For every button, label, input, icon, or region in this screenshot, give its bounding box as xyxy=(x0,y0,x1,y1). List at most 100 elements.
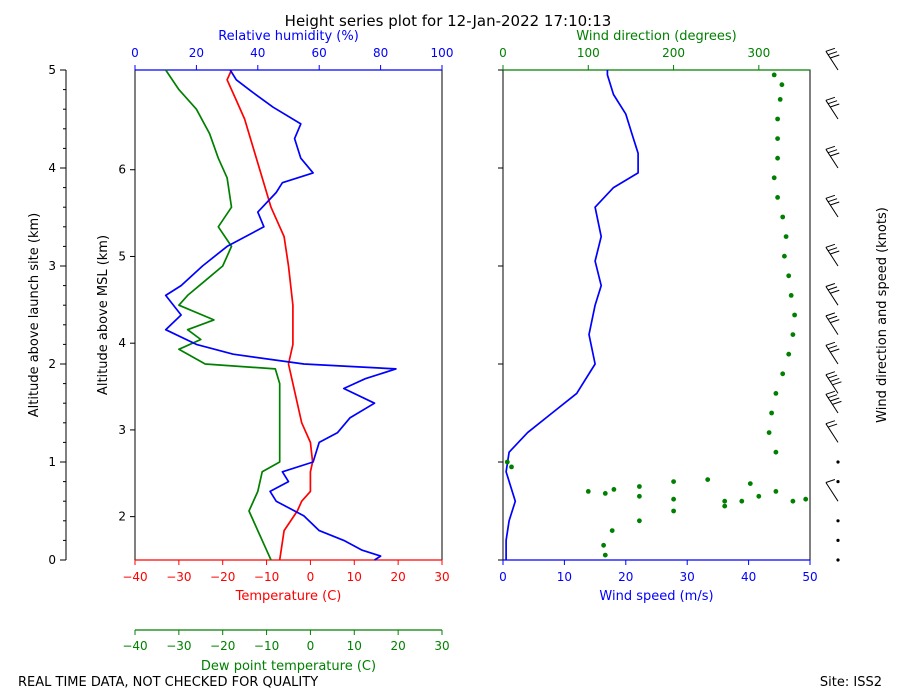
wind-barb-calm xyxy=(836,519,840,523)
wind-barb-flag xyxy=(825,420,836,425)
wind-barb-flag xyxy=(827,100,838,105)
altitude-launch-tick-label: 2 xyxy=(48,357,56,371)
wind-barb-shaft xyxy=(825,100,839,120)
wind-barb-flag xyxy=(825,390,836,395)
wind-direction-point xyxy=(722,503,728,509)
wind-barb-calm xyxy=(836,480,840,484)
wind-direction-point xyxy=(722,498,728,504)
wind-direction-point xyxy=(705,477,711,482)
wind-direction-point xyxy=(790,332,796,337)
wind-direction-point xyxy=(792,312,797,318)
wind-speed-axis-label: Wind speed (m/s) xyxy=(599,589,713,604)
wind-direction-point xyxy=(747,481,753,486)
wind-barb-flag xyxy=(827,423,838,428)
wind-direction-point xyxy=(504,459,510,465)
dewpoint-tick-label: 10 xyxy=(347,639,362,653)
temperature-line xyxy=(226,69,314,561)
wind-barb-shaft xyxy=(825,286,839,306)
temperature-tick-label: −40 xyxy=(122,570,147,584)
altitude-launch-tick-label: 4 xyxy=(48,161,56,175)
dewpoint-tick-label: 20 xyxy=(391,639,406,653)
wind-direction-axis-label: Wind direction (degrees) xyxy=(576,29,736,44)
wind-barb-flag xyxy=(832,400,842,405)
wind-barb-flag xyxy=(832,381,842,386)
wind-direction-point xyxy=(771,175,777,181)
wind-direction-point xyxy=(602,552,608,558)
wind-barb-shaft xyxy=(825,198,839,218)
wind-barb-flag xyxy=(827,345,838,350)
wind-direction-point xyxy=(766,430,772,435)
altitude-msl-axis-label: Altitude above MSL (km) xyxy=(96,235,111,395)
temperature-axis-label: Temperature (C) xyxy=(235,589,342,604)
wind-speed-tick-label: 10 xyxy=(557,570,572,584)
wind-speed-tick-label: 40 xyxy=(741,570,756,584)
wind-barb-flag xyxy=(830,289,840,294)
wind-plot-frame xyxy=(502,69,811,561)
wind-barb-shaft xyxy=(825,247,839,267)
wind-direction-point xyxy=(782,253,787,259)
wind-barb-flag xyxy=(825,47,836,52)
wind-barb-flag xyxy=(825,243,836,248)
wind-barb-flag xyxy=(827,286,838,291)
dewpoint-tick-label: −10 xyxy=(254,639,279,653)
temperature-tick-label: 10 xyxy=(347,570,362,584)
humidity-tick-label: 80 xyxy=(373,46,388,60)
barb-panel: Wind direction and speed (knots) xyxy=(825,47,890,562)
wind-direction-point xyxy=(602,491,608,496)
wind-barb-axis-label: Wind direction and speed (knots) xyxy=(875,207,890,423)
wind-barb-shaft xyxy=(825,423,839,443)
wind-speed-tick-label: 20 xyxy=(618,570,633,584)
wind-barb-calm xyxy=(836,558,840,562)
wind-barb-flag xyxy=(825,312,836,317)
wind-direction-point xyxy=(786,351,792,357)
wind-direction-point xyxy=(780,371,786,377)
footer-site-label: Site: ISS2 xyxy=(820,675,882,690)
wind-direction-point xyxy=(671,479,676,484)
wind-direction-point xyxy=(780,214,786,220)
wind-direction-tick-label: 100 xyxy=(577,46,600,60)
wind-direction-point xyxy=(775,116,780,122)
humidity-tick-label: 20 xyxy=(189,46,204,60)
humidity-tick-label: 40 xyxy=(250,46,265,60)
wind-speed-tick-label: 50 xyxy=(802,570,817,584)
temperature-tick-label: −30 xyxy=(166,570,191,584)
wind-barb-shaft xyxy=(825,51,839,71)
wind-direction-point xyxy=(585,489,591,494)
wind-direction-point xyxy=(611,487,617,492)
wind-barb-flag xyxy=(830,397,840,402)
wind-barb-flag xyxy=(825,479,836,483)
wind-direction-point xyxy=(777,97,783,102)
wind-direction-point xyxy=(775,136,780,142)
wind-barb-flag xyxy=(830,103,840,108)
wind-barb-shaft xyxy=(825,149,839,169)
humidity-tick-label: 0 xyxy=(131,46,139,60)
wind-direction-point xyxy=(769,410,774,416)
wind-direction-point xyxy=(609,528,615,533)
wind-direction-point xyxy=(509,464,514,470)
wind-barb-flag xyxy=(827,315,838,320)
humidity-line xyxy=(164,69,397,561)
wind-barb-shaft xyxy=(825,394,839,414)
wind-barb-flag xyxy=(830,54,840,59)
altitude-launch-tick-label: 3 xyxy=(48,259,56,273)
wind-speed-tick-label: 0 xyxy=(499,570,507,584)
humidity-tick-label: 100 xyxy=(431,46,454,60)
wind-direction-point xyxy=(775,155,780,161)
footer-quality-note: REAL TIME DATA, NOT CHECKED FOR QUALITY xyxy=(18,675,318,690)
wind-panel: 0 10 20 30 40 50 Wind speed (m/s) 0 100 200 300 Win… xyxy=(498,29,818,604)
dewpoint-tick-label: 0 xyxy=(307,639,315,653)
wind-barb-flag xyxy=(830,250,840,255)
altitude-msl-tick-label: 3 xyxy=(118,423,126,437)
wind-direction-point xyxy=(671,496,676,502)
dewpoint-line xyxy=(164,69,281,561)
wind-direction-point xyxy=(771,72,777,78)
wind-speed-tick-label: 30 xyxy=(680,570,695,584)
wind-barb-flag xyxy=(825,371,836,376)
altitude-launch-tick-label: 0 xyxy=(48,553,56,567)
wind-direction-point xyxy=(671,508,676,514)
temperature-tick-label: 20 xyxy=(391,570,406,584)
wind-barb-flag xyxy=(830,201,840,206)
humidity-axis-label: Relative humidity (%) xyxy=(218,29,359,44)
chart-title: Height series plot for 12-Jan-2022 17:10… xyxy=(285,12,612,30)
wind-direction-point xyxy=(803,496,809,502)
